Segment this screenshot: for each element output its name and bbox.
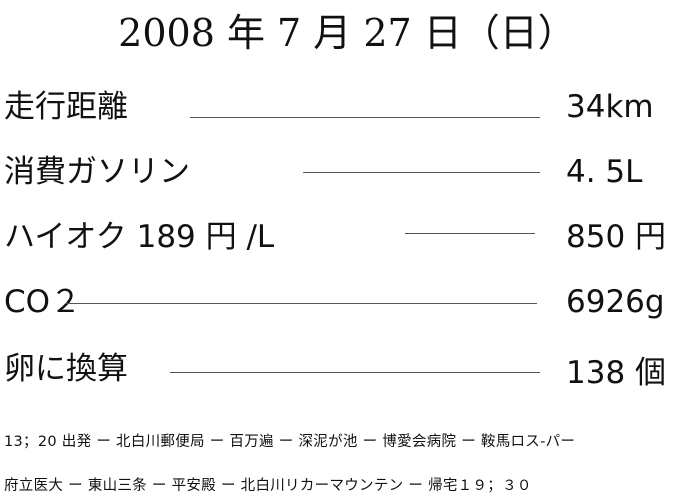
- rule: [303, 172, 540, 173]
- rule: [65, 303, 537, 304]
- row-label: 卵に換算: [4, 351, 128, 387]
- rule: [190, 117, 540, 118]
- row-label: 走行距離: [4, 89, 128, 125]
- row-value: 138 個: [566, 355, 667, 391]
- row-label: CO２: [4, 284, 82, 320]
- row-value: 4. 5L: [566, 154, 643, 190]
- row-value: 850 円: [566, 219, 667, 255]
- row-value: 6926g: [566, 284, 665, 320]
- route-line: 府立医大 ー 東山三条 ー 平安殿 ー 北白川リカーマウンテン ー 帰宅１９；３…: [4, 478, 532, 494]
- row-value: 34km: [566, 89, 654, 125]
- title: 2008 年 7 月 27 日（日）: [118, 11, 576, 55]
- row-label: ハイオク 189 円 /L: [4, 219, 275, 255]
- row-label: 消費ガソリン: [4, 154, 190, 190]
- rule: [405, 233, 535, 234]
- route-line: 13；20 出発 ー 北白川郵便局 ー 百万遍 ー 深泥が池 ー 博愛会病院 ー…: [4, 434, 576, 450]
- rule: [170, 372, 540, 373]
